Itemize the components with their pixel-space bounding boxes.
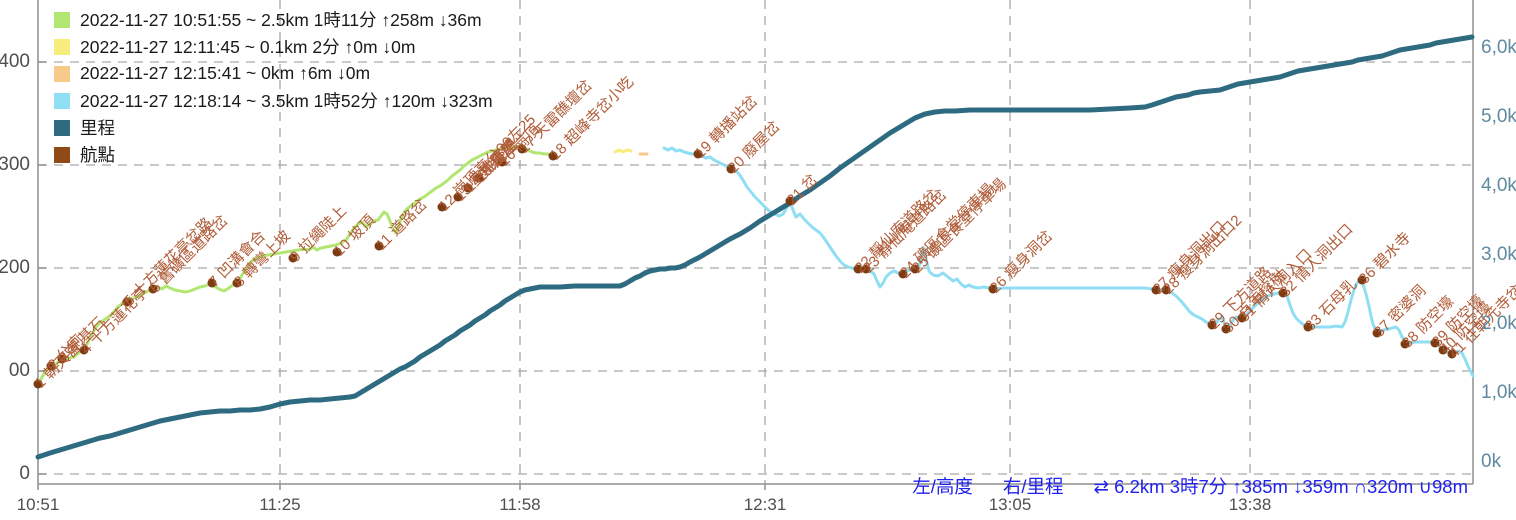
waypoint-dot [785,196,795,206]
legend-item-label: 2022-11-27 12:11:45 ~ 0.1km 2分 ↑0m ↓0m [80,37,416,57]
waypoint-dot [122,297,132,307]
legend-item-label: 2022-11-27 10:51:55 ~ 2.5km 1時11分 ↑258m … [80,10,482,30]
waypoint-dot [1207,320,1217,330]
waypoint-dot [517,144,527,154]
waypoint-dot [57,354,67,364]
waypoint-dot [453,192,463,202]
waypoint-dot [988,284,998,294]
waypoint-dot [1438,345,1448,355]
waypoint-dot [1151,285,1161,295]
waypoint-dot [693,149,703,159]
waypoint-dot [374,241,384,251]
waypoint-dot [1357,275,1367,285]
legend-item-label: 2022-11-27 12:15:41 ~ 0km ↑6m ↓0m [80,63,371,83]
series-elevation [662,146,1475,378]
footer-right-axis-label: 右/里程 [1002,476,1064,497]
waypoint-dot [1221,324,1231,334]
waypoint-dot [148,284,158,294]
legend-swatch-icon [54,38,70,55]
waypoint-dot [79,345,89,355]
waypoint-dot [1303,322,1313,332]
waypoint-dot [910,264,920,274]
waypoint-dot [463,183,473,193]
legend-swatch-icon [54,146,70,163]
waypoint-dot [861,264,871,274]
waypoint-dot [46,361,56,371]
legend-item: 2022-11-27 10:51:55 ~ 2.5km 1時11分 ↑258m … [54,6,493,33]
waypoint-dot [853,264,863,274]
legend-swatch-icon [54,92,70,109]
legend-item: 航點 [54,141,493,168]
legend-swatch-icon [54,11,70,28]
legend: 2022-11-27 10:51:55 ~ 2.5km 1時11分 ↑258m … [54,6,493,168]
legend-swatch-icon [54,65,70,82]
series-elevation [36,144,558,388]
waypoint-dot [474,173,484,183]
waypoint-dot [726,164,736,174]
waypoint-dot [207,278,217,288]
series-distance [35,34,1475,460]
waypoint-dot [1237,313,1247,323]
waypoint-dot [1400,339,1410,349]
legend-item-label: 2022-11-27 12:18:14 ~ 3.5km 1時52分 ↑120m … [80,91,493,111]
waypoint-dot [232,278,242,288]
waypoint-dot [1161,285,1171,295]
legend-swatch-icon [54,119,70,136]
waypoint-dot [1372,328,1382,338]
legend-item: 2022-11-27 12:11:45 ~ 0.1km 2分 ↑0m ↓0m [54,33,493,60]
footer-left-axis-label: 左/高度 [912,476,973,497]
waypoint-dot [332,247,342,257]
waypoint-dot [1447,349,1457,359]
legend-item-label: 航點 [80,145,115,165]
legend-item: 2022-11-27 12:15:41 ~ 0km ↑6m ↓0m [54,60,493,87]
waypoint-dot [288,253,298,263]
waypoint-dot [437,202,447,212]
series-elevation [613,148,633,154]
legend-item-label: 里程 [80,118,115,138]
waypoint-dot [1430,338,1440,348]
legend-item: 里程 [54,114,493,141]
waypoint-dot [1278,288,1288,298]
footer-track-summary: ⇄ 6.2km 3時7分 ↑385m ↓359m ∩320m ∪98m [1093,476,1468,497]
footer-stats: 左/高度 右/里程 ⇄ 6.2km 3時7分 ↑385m ↓359m ∩320m… [912,473,1468,499]
legend-item: 2022-11-27 12:18:14 ~ 3.5km 1時52分 ↑120m … [54,87,493,114]
waypoint-dot [898,269,908,279]
waypoint-dot [497,157,507,167]
waypoint-dot [548,151,558,161]
waypoint-dot [33,379,43,389]
